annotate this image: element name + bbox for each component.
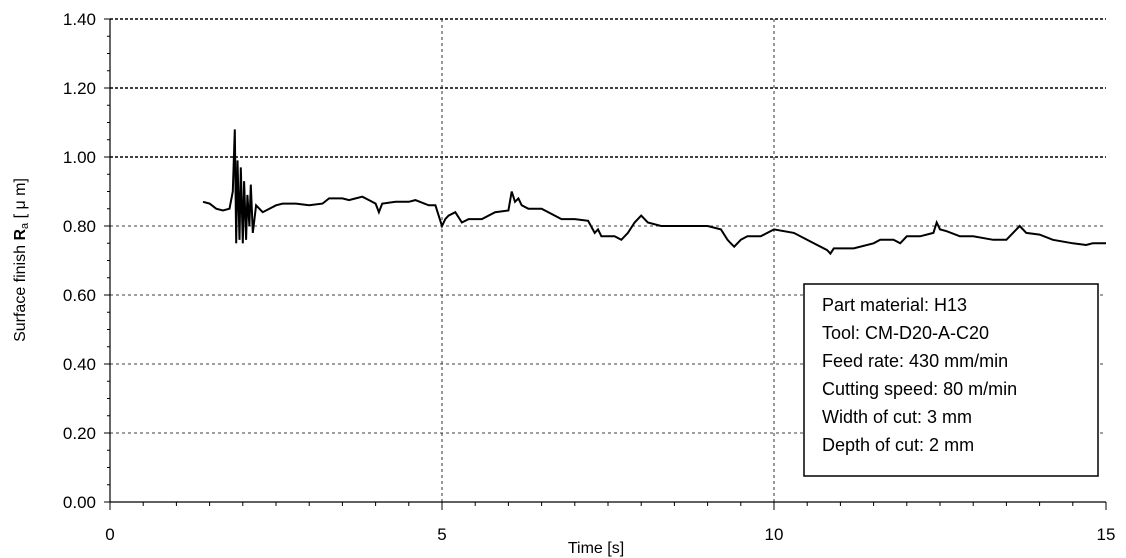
legend-line-depth-of-cut: Depth of cut: 2 mm xyxy=(822,435,974,455)
y-tick-label: 1.20 xyxy=(63,79,96,98)
x-tick-label: 15 xyxy=(1097,525,1116,544)
legend-box: Part material: H13 Tool: CM-D20-A-C20 Fe… xyxy=(803,283,1099,477)
y-tick-label: 1.00 xyxy=(63,148,96,167)
y-axis-title-symbol: R xyxy=(12,229,29,241)
legend-line-cutting-speed: Cutting speed: 80 m/min xyxy=(822,379,1017,399)
y-tick-label: 0.40 xyxy=(63,355,96,374)
x-tick-label: 0 xyxy=(105,525,114,544)
legend-line-width-of-cut: Width of cut: 3 mm xyxy=(822,407,972,427)
y-tick-label: 0.00 xyxy=(63,493,96,512)
tick-labels: 0.00 0.20 0.40 0.60 0.80 1.00 1.20 1.40 0 5 10 15 xyxy=(63,10,1116,544)
y-axis-title: Surface finish Ra [ μ m] xyxy=(12,178,31,342)
tick-marks xyxy=(104,18,1107,510)
y-tick-label: 0.60 xyxy=(63,286,96,305)
series-layer xyxy=(202,129,1106,256)
y-tick-label: 1.40 xyxy=(63,10,96,29)
legend-line-tool: Tool: CM-D20-A-C20 xyxy=(822,323,989,343)
y-axis-title-suffix: [ μ m] xyxy=(12,178,29,223)
x-tick-label: 10 xyxy=(765,525,784,544)
legend-line-part-material: Part material: H13 xyxy=(822,295,967,315)
legend-box-frame xyxy=(803,283,1099,477)
surface-finish-series-line xyxy=(202,129,1106,256)
y-axis-title-subscript: a xyxy=(19,222,31,229)
y-tick-label: 0.80 xyxy=(63,217,96,236)
y-tick-label: 0.20 xyxy=(63,424,96,443)
x-tick-label: 5 xyxy=(437,525,446,544)
legend-line-feed-rate: Feed rate: 430 mm/min xyxy=(822,351,1008,371)
x-axis-title: Time [s] xyxy=(568,540,624,557)
y-axis-title-prefix: Surface finish xyxy=(12,241,29,342)
